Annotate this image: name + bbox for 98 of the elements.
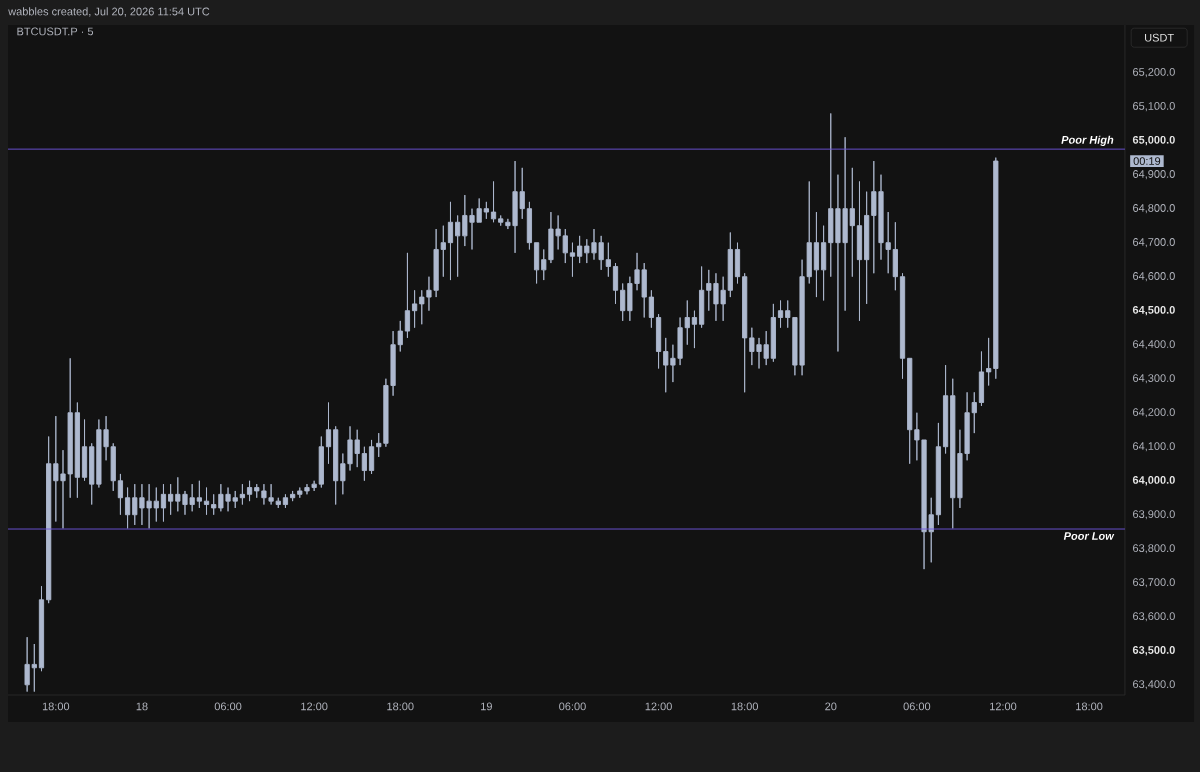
candlestick: [81, 419, 88, 482]
candlestick: [239, 483, 245, 505]
candlestick: [368, 439, 375, 475]
candlestick: [203, 487, 210, 516]
x-tick-label: 12:00: [990, 702, 1017, 711]
candlestick: [74, 402, 80, 499]
x-tick-label: 12:00: [645, 702, 672, 711]
y-tick-label: 64,900.0: [1133, 170, 1175, 180]
x-tick-label: 20: [825, 702, 837, 711]
candlestick: [290, 490, 296, 502]
ref-line-label: Poor High: [1061, 135, 1114, 146]
x-tick-label: 18:00: [42, 702, 70, 711]
candlestick: [541, 249, 547, 281]
y-axis-title: USDT: [1145, 33, 1174, 42]
candlestick: [318, 436, 324, 488]
y-tick-label: 64,600.0: [1133, 272, 1175, 282]
candlestick: [978, 351, 985, 407]
candlestick: [821, 225, 827, 301]
candlestick: [864, 191, 870, 305]
y-tick-label: 65,000.0: [1132, 135, 1175, 146]
candlestick: [168, 483, 174, 516]
candlestick: [46, 436, 52, 604]
x-tick-label: 18:00: [387, 702, 414, 711]
candlestick: [993, 157, 999, 380]
candlestick: [196, 480, 202, 509]
y-tick-label: 65,100.0: [1133, 102, 1175, 112]
x-tick-label: 18: [136, 702, 148, 711]
candlestick: [440, 225, 446, 278]
candlestick: [297, 487, 303, 499]
x-tick-label: 18:00: [731, 702, 758, 711]
candlestick: [942, 364, 949, 454]
candlestick: [899, 272, 906, 380]
candlestick: [577, 235, 583, 264]
candlestick: [282, 493, 289, 509]
candlestick: [361, 446, 367, 482]
candlestick: [648, 289, 654, 329]
candlestick: [211, 493, 217, 516]
x-tick-label: 06:00: [214, 702, 242, 711]
y-tick-label: 65,200.0: [1133, 68, 1175, 78]
candlestick: [38, 585, 45, 672]
candlestick: [777, 300, 784, 329]
candlestick: [605, 242, 611, 278]
candlestick: [490, 180, 497, 223]
y-tick-label: 64,800.0: [1133, 204, 1175, 214]
y-tick-label: 64,000.0: [1132, 476, 1175, 486]
candlestick: [31, 643, 37, 693]
y-tick-label: 63,800.0: [1133, 544, 1175, 554]
x-tick-label: 12:00: [301, 702, 328, 711]
candlestick: [813, 211, 820, 298]
y-tick-label: 64,200.0: [1133, 408, 1175, 418]
candlestick: [612, 262, 619, 305]
x-tick-label: 06:00: [559, 702, 586, 711]
candlestick: [620, 283, 626, 322]
candlestick: [892, 221, 898, 291]
candlestick: [856, 180, 863, 322]
text: 00:19: [1133, 157, 1161, 165]
candlestick: [483, 201, 489, 220]
candlestick: [742, 272, 748, 393]
y-tick-label: 64,300.0: [1133, 374, 1175, 384]
candlestick: [655, 313, 662, 369]
candlestick: [412, 289, 418, 329]
candlestick: [404, 252, 411, 339]
x-tick-label: 06:00: [903, 702, 931, 711]
candlestick: [498, 215, 504, 227]
y-tick-label: 64,500.0: [1132, 305, 1175, 316]
x-tick-label: 19: [481, 702, 492, 711]
candlestick: [569, 242, 576, 278]
text: wabbles created, Jul 20, 2026 11:54 UTC: [8, 7, 210, 17]
ref-line-label: Poor Low: [1063, 532, 1115, 540]
candlestick: [935, 422, 941, 526]
chart-title: BTCUSDT.P · 5: [17, 27, 94, 36]
candlestick: [562, 228, 568, 264]
candlestick: [734, 242, 741, 284]
y-tick-label: 64,400.0: [1133, 340, 1175, 350]
y-tick-label: 63,600.0: [1133, 612, 1175, 622]
candlestick: [770, 303, 776, 363]
candlestick: [533, 242, 540, 284]
candlestick: [160, 483, 167, 522]
y-tick-label: 63,500.0: [1132, 646, 1175, 656]
candlestick: [124, 487, 131, 529]
candlestick: [455, 215, 461, 278]
candlestick: [699, 266, 705, 329]
candlestick: [24, 636, 30, 693]
candlestick: [526, 201, 533, 250]
y-tick-label: 63,400.0: [1133, 680, 1175, 690]
x-tick-label: 18:00: [1076, 702, 1103, 711]
y-tick-label: 64,700.0: [1133, 238, 1175, 248]
y-tick-label: 64,100.0: [1133, 442, 1175, 452]
candlestick: [117, 473, 124, 516]
candlestick: [727, 232, 733, 298]
candlestick: [986, 337, 992, 386]
candlestick: [447, 201, 454, 281]
y-tick-label: 63,700.0: [1133, 578, 1175, 588]
candlestick: [325, 402, 332, 465]
candlestick: [691, 310, 698, 349]
candlestick: [333, 425, 339, 505]
candlestick: [246, 480, 253, 502]
y-tick-label: 63,900.0: [1133, 510, 1175, 520]
